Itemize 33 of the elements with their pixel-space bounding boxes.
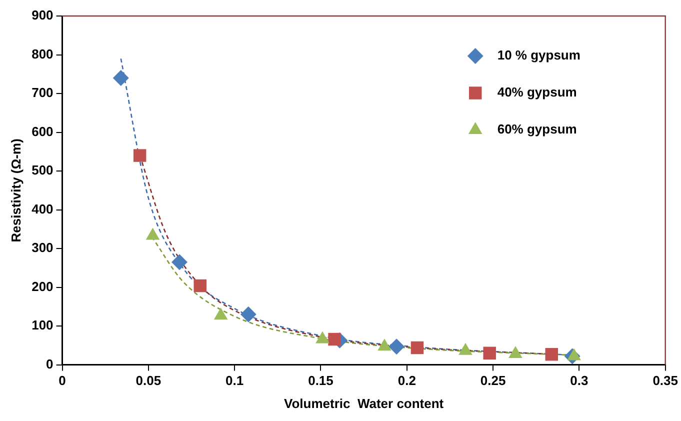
x-axis-title: Volumetric Water content [284, 396, 444, 411]
point [240, 306, 256, 322]
y-tick-label: 600 [32, 124, 54, 139]
point [388, 338, 405, 355]
y-tick-label: 900 [32, 8, 54, 23]
x-tick-label: 0.05 [136, 373, 162, 388]
x-tick-label: 0.25 [480, 373, 506, 388]
point [410, 341, 424, 354]
x-tick-label: 0.15 [308, 373, 334, 388]
point [483, 346, 496, 360]
y-axis-title: Resistivity (Ω-m) [8, 138, 24, 242]
legend-label: 10 % gypsum [497, 48, 580, 63]
x-tick-label: 0.35 [652, 373, 678, 388]
x-tick-label: 0.3 [570, 373, 588, 388]
y-tick-label: 300 [32, 240, 54, 256]
point [133, 149, 146, 162]
y-tick-label: 200 [32, 278, 54, 294]
x-tick-label: 0 [58, 373, 66, 388]
y-tick-label: 500 [32, 162, 54, 178]
legend-label: 40% gypsum [497, 84, 577, 100]
x-tick-label: 0.1 [226, 373, 244, 388]
y-tick-label: 100 [32, 318, 54, 333]
y-tick-label: 0 [46, 356, 54, 372]
point [545, 348, 558, 361]
x-tick-label: 0.2 [398, 373, 416, 388]
point [171, 254, 188, 270]
legend-label: 60% gypsum [497, 122, 577, 137]
point [328, 332, 341, 346]
point [194, 279, 206, 292]
point [112, 70, 129, 86]
y-tick-label: 800 [32, 46, 54, 62]
y-tick-label: 700 [32, 85, 54, 100]
y-tick-label: 400 [32, 201, 54, 216]
